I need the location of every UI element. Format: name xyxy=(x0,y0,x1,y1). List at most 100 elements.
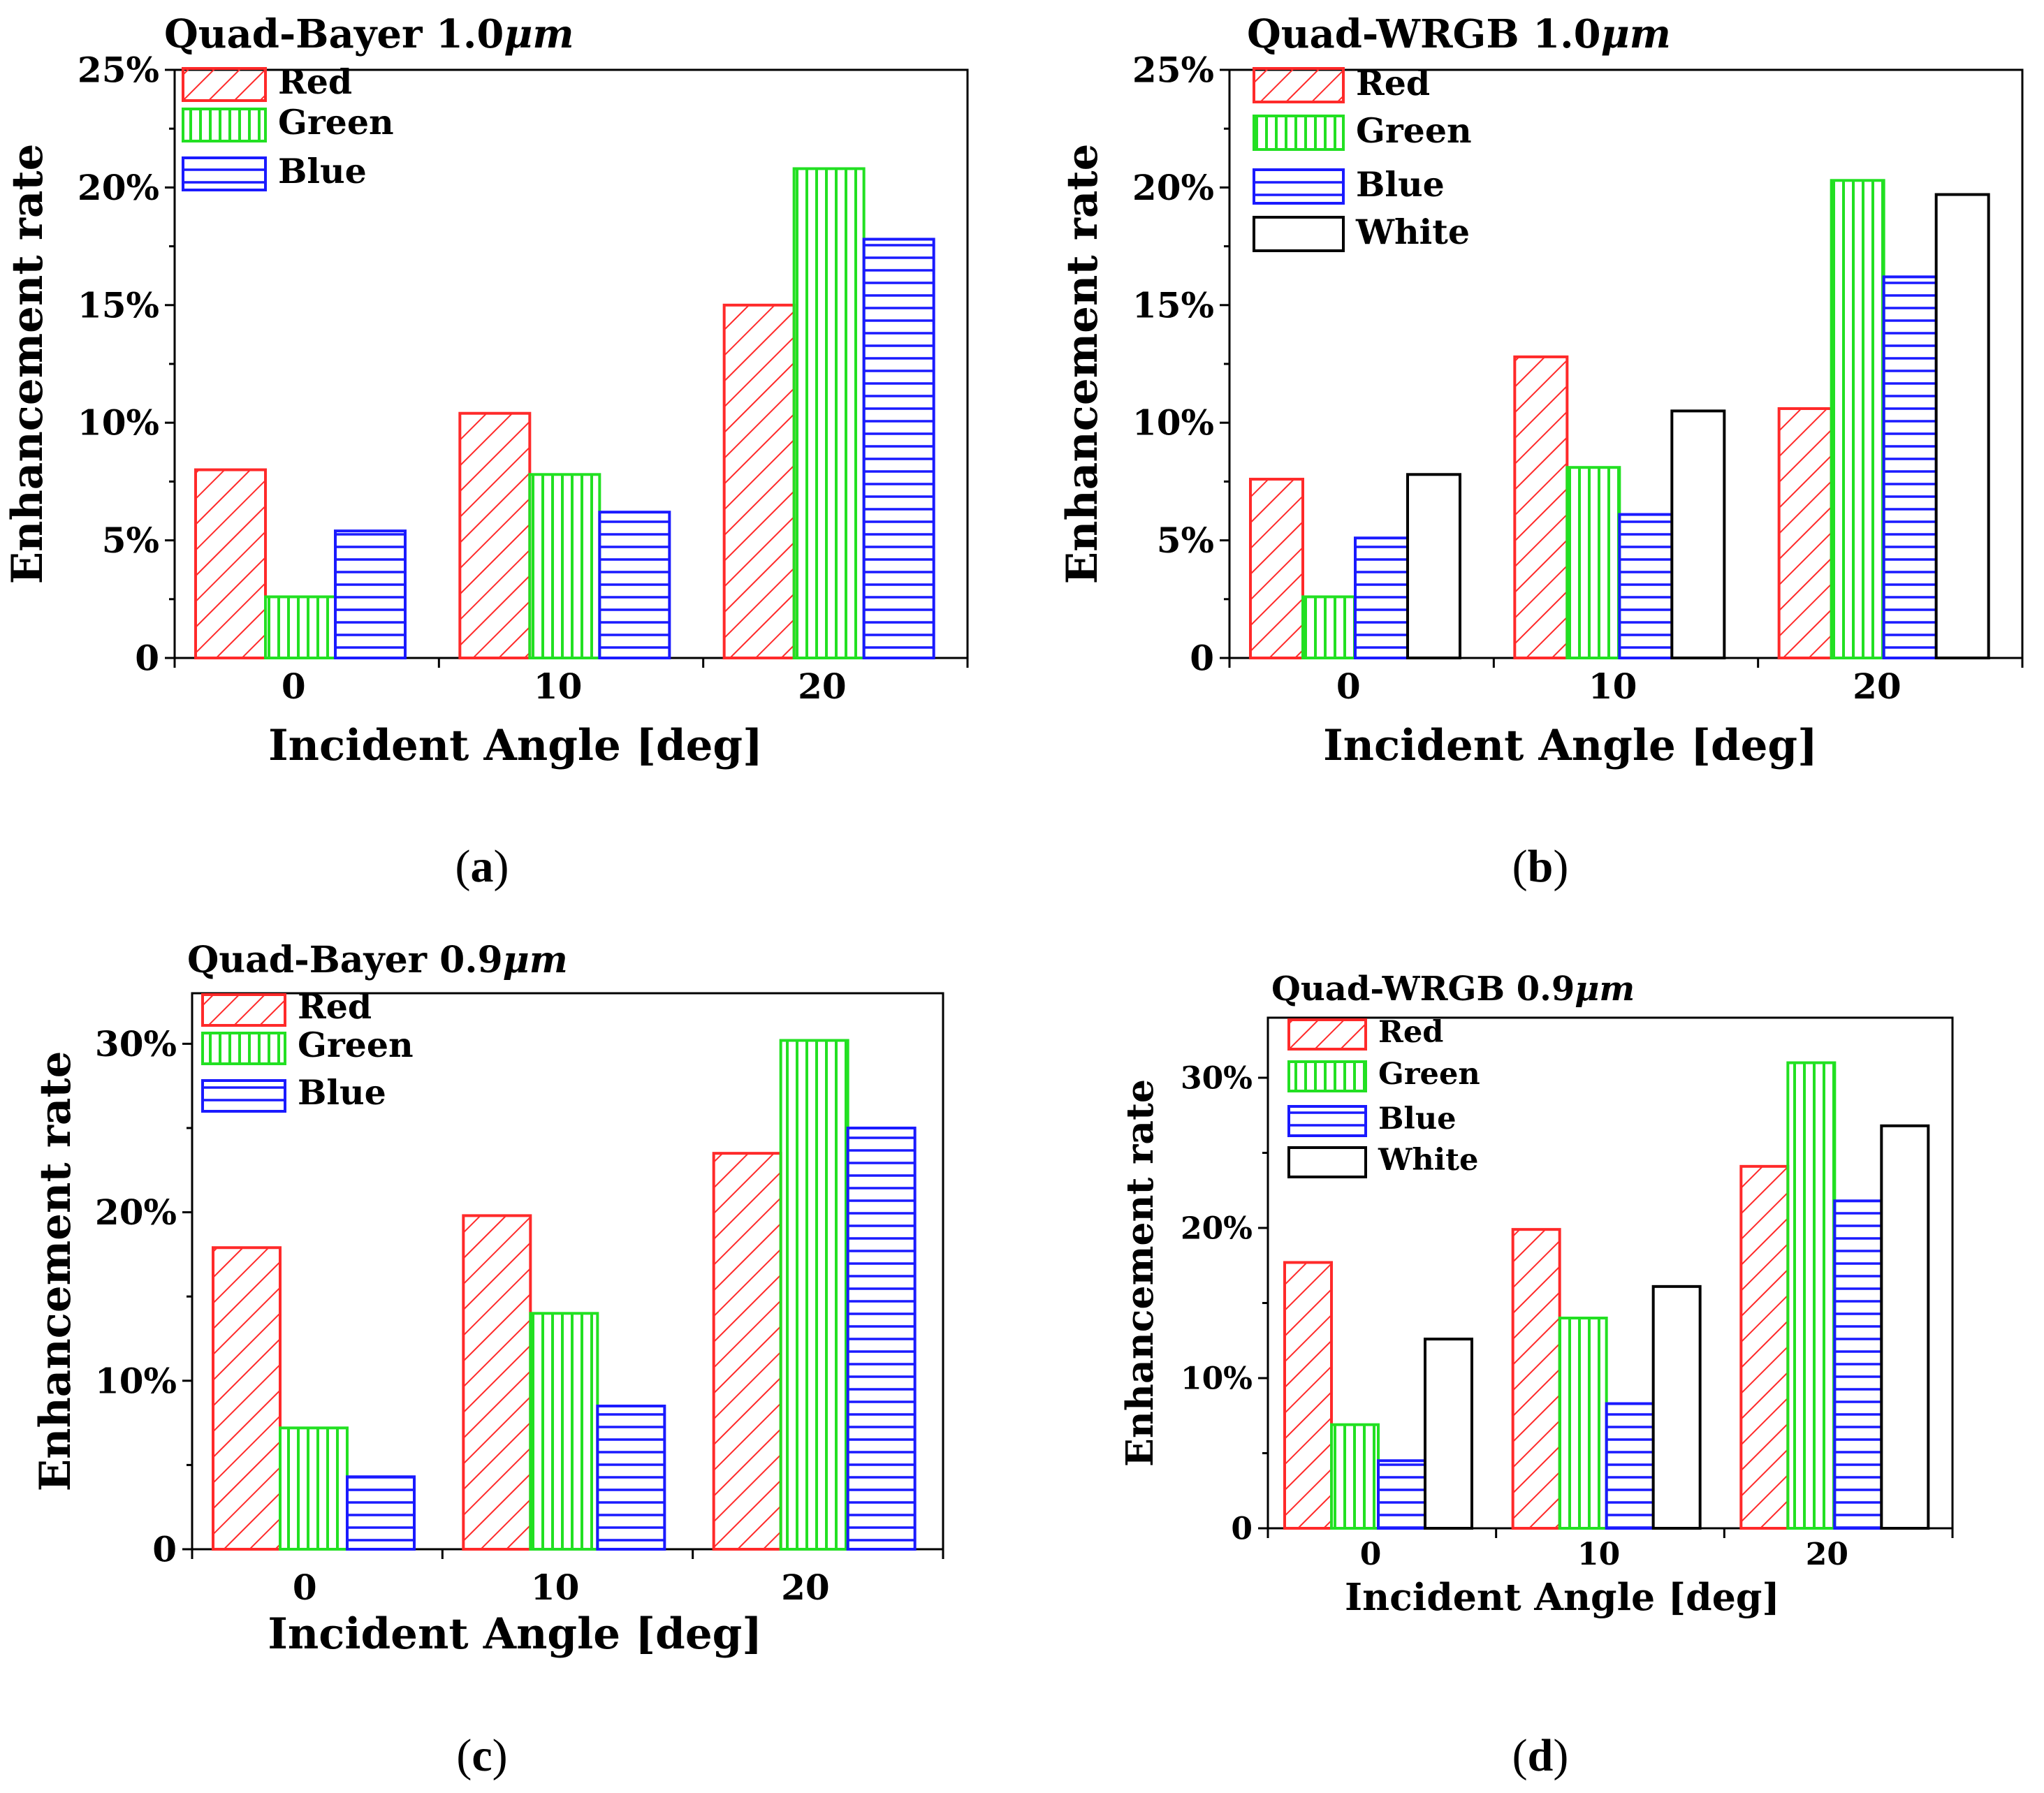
caption-letter: b xyxy=(1528,841,1554,892)
y-tick-label: 10% xyxy=(1132,402,1214,444)
caption-close: ) xyxy=(494,841,509,892)
bar-blue-20 xyxy=(1833,1199,1883,1530)
bar-white-20 xyxy=(1880,1124,1930,1530)
x-axis-label: Incident Angle [deg] xyxy=(1345,1575,1780,1619)
panel-caption: (a) xyxy=(455,841,509,892)
bar-blue-10 xyxy=(1618,513,1674,659)
x-axis-label: Incident Angle [deg] xyxy=(268,1609,762,1659)
legend-label-green: Green xyxy=(278,102,394,142)
x-tick-label: 20 xyxy=(1853,666,1901,707)
x-tick-label: 0 xyxy=(1336,666,1361,707)
bar-green-10 xyxy=(528,473,601,660)
caption-close: ) xyxy=(492,1730,508,1781)
bar-blue-0 xyxy=(1377,1459,1426,1530)
legend-swatch-green xyxy=(182,108,267,142)
legend-label-green: Green xyxy=(298,1025,414,1065)
y-tick-label: 0 xyxy=(152,1529,177,1570)
legend-swatch-red xyxy=(1287,1018,1367,1051)
bar-red-10 xyxy=(462,1214,532,1551)
chart-title: Quad-WRGB 0.9μm xyxy=(1271,969,1635,1009)
x-tick-label: 20 xyxy=(781,1567,830,1608)
bar-red-0 xyxy=(1283,1261,1333,1530)
y-tick-label: 10% xyxy=(1181,1361,1253,1396)
legend-label-blue: Blue xyxy=(1356,164,1445,205)
legend-label-green: Green xyxy=(1378,1057,1480,1092)
bar-red-10 xyxy=(1513,355,1569,659)
bar-white-0 xyxy=(1424,1338,1473,1530)
legend-swatch-green xyxy=(201,1032,286,1065)
legend-label-white: White xyxy=(1378,1143,1478,1178)
chart-title: Quad-Bayer 1.0μm xyxy=(164,11,574,57)
bar-green-10 xyxy=(1565,466,1621,660)
y-tick-label: 25% xyxy=(1132,50,1214,91)
y-tick-label: 25% xyxy=(78,50,159,91)
legend-label-green: Green xyxy=(1356,110,1472,151)
bar-red-0 xyxy=(194,468,267,659)
y-tick-label: 5% xyxy=(102,520,159,561)
bar-red-20 xyxy=(712,1152,782,1551)
chart-title-text: Quad-WRGB 1.0 xyxy=(1247,11,1601,57)
legend-swatch-green xyxy=(1253,115,1345,151)
legend-swatch-blue xyxy=(201,1079,286,1113)
bar-blue-20 xyxy=(846,1126,917,1551)
y-tick-label: 30% xyxy=(95,1023,177,1064)
bar-blue-0 xyxy=(334,529,407,659)
x-tick-label: 0 xyxy=(293,1567,317,1608)
y-tick-label: 0 xyxy=(1231,1511,1253,1546)
chart-title-unit: μm xyxy=(1601,11,1671,57)
bar-red-20 xyxy=(722,303,796,659)
y-axis-label: Enhancement rate xyxy=(1058,144,1107,585)
legend-label-blue: Blue xyxy=(1378,1102,1457,1136)
bar-green-0 xyxy=(1301,595,1357,660)
x-axis-label: Incident Angle [deg] xyxy=(268,721,763,770)
caption-open: ( xyxy=(455,841,471,892)
legend-label-blue: Blue xyxy=(278,151,367,191)
bar-white-10 xyxy=(1670,409,1726,659)
legend-swatch-blue xyxy=(1253,168,1345,205)
x-tick-label: 0 xyxy=(1360,1537,1382,1572)
legend-label-red: Red xyxy=(278,61,352,102)
legend-swatch-blue xyxy=(1287,1105,1367,1137)
chart-title-text: Quad-Bayer 0.9 xyxy=(187,939,503,981)
panel-caption: (d) xyxy=(1512,1730,1569,1781)
bar-blue-20 xyxy=(1882,275,1938,660)
chart-title: Quad-Bayer 0.9μm xyxy=(187,939,568,981)
y-tick-label: 20% xyxy=(1132,167,1214,208)
legend-label-blue: Blue xyxy=(298,1072,386,1113)
legend-swatch-red xyxy=(182,67,267,102)
y-tick-label: 0 xyxy=(135,638,159,679)
bar-red-0 xyxy=(1249,478,1304,659)
bar-green-20 xyxy=(792,167,866,659)
caption-letter: a xyxy=(471,841,494,892)
caption-open: ( xyxy=(1512,1730,1528,1781)
caption-letter: c xyxy=(472,1730,492,1781)
bar-green-20 xyxy=(779,1039,849,1551)
y-tick-label: 15% xyxy=(78,284,159,325)
y-tick-label: 15% xyxy=(1132,284,1214,325)
y-tick-label: 10% xyxy=(78,402,159,444)
caption-open: ( xyxy=(1512,841,1528,892)
bar-blue-10 xyxy=(1605,1402,1655,1530)
panel-caption: (b) xyxy=(1512,841,1569,892)
y-tick-label: 10% xyxy=(95,1360,177,1401)
y-tick-label: 20% xyxy=(1181,1210,1253,1246)
legend-label-red: Red xyxy=(1356,63,1430,103)
x-tick-label: 10 xyxy=(534,666,583,707)
x-tick-label: 10 xyxy=(1577,1537,1620,1572)
bar-green-20 xyxy=(1786,1061,1837,1530)
x-tick-label: 10 xyxy=(1589,666,1637,707)
panel-caption: (c) xyxy=(456,1730,507,1781)
legend-swatch-blue xyxy=(182,156,267,191)
bar-green-10 xyxy=(529,1312,599,1551)
caption-letter: d xyxy=(1528,1730,1554,1781)
bar-green-20 xyxy=(1830,179,1885,659)
x-tick-label: 0 xyxy=(282,666,306,707)
chart-panel-a: Quad-Bayer 1.0μm 0 5% 10% 15% 20% 25% 0 10 20 Inci… xyxy=(3,11,969,892)
bar-blue-10 xyxy=(598,511,671,660)
legend-swatch-green xyxy=(1287,1060,1367,1092)
bar-blue-10 xyxy=(596,1404,666,1551)
y-axis-label: Enhancement rate xyxy=(31,1051,80,1492)
legend-label-red: Red xyxy=(298,986,372,1027)
chart-title-unit: μm xyxy=(503,939,568,981)
